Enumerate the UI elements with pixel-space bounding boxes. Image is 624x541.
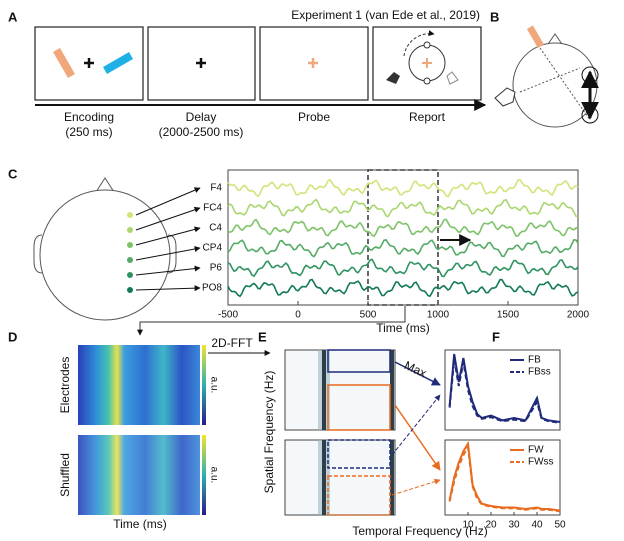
x-label: Time (ms) — [113, 517, 167, 531]
channel-label: CP4 — [203, 243, 223, 254]
spectrum-line — [448, 359, 561, 424]
electrode-arrow — [135, 226, 201, 246]
report-dial — [386, 30, 459, 85]
spectra — [284, 349, 441, 516]
plot-frame — [444, 349, 561, 431]
spectrum-line — [448, 353, 561, 423]
panel-letter: C — [8, 166, 18, 181]
electrode — [127, 227, 133, 233]
link-arrow — [137, 306, 406, 336]
eeg-trace — [227, 198, 579, 218]
electrode — [127, 257, 133, 263]
x-tick-label: 1500 — [497, 310, 520, 321]
electrode — [127, 212, 133, 218]
legend-label: FBss — [528, 367, 551, 378]
x-label: Temporal Frequency (Hz) — [352, 524, 487, 538]
legend-label: FB — [528, 355, 541, 366]
panel-letter: F — [492, 329, 500, 344]
channel-label: C4 — [209, 223, 222, 234]
stage-name: Report — [409, 110, 446, 124]
x-label: Time (ms) — [376, 321, 430, 335]
legend-label: FW — [528, 445, 544, 456]
electrode-arrow — [135, 206, 201, 231]
transform-label: 2D-FFT — [211, 336, 253, 350]
eeg-trace — [227, 218, 579, 238]
y-label: Spatial Frequency (Hz) — [262, 371, 276, 494]
electrode — [127, 242, 133, 248]
spectrum-line — [448, 444, 561, 513]
eeg-trace — [227, 178, 579, 198]
colorbar — [202, 435, 206, 515]
stage-detail: (2000-2500 ms) — [159, 125, 244, 139]
x-tick-label: 500 — [360, 310, 377, 321]
eeg-trace — [227, 258, 579, 278]
legend-label: FWss — [528, 457, 554, 468]
electrode-arrow — [135, 246, 201, 261]
channel-label: PO8 — [202, 283, 222, 294]
fixation — [196, 58, 206, 68]
heatmap — [78, 435, 200, 515]
eeg-trace — [227, 238, 579, 258]
electrode-arrow — [135, 265, 201, 276]
colorbar — [202, 345, 206, 425]
heatmap — [78, 345, 200, 425]
window — [367, 169, 439, 306]
channel-label: P6 — [210, 263, 223, 274]
plot-frame — [444, 439, 561, 516]
electrode — [127, 272, 133, 278]
stage-name: Probe — [298, 110, 330, 124]
orange-bar — [53, 48, 75, 78]
colorbar-label: a.u. — [208, 377, 219, 394]
electrode — [127, 287, 133, 293]
screens — [34, 26, 482, 101]
electrode-arrow — [135, 187, 201, 216]
panel-letter: B — [490, 9, 499, 24]
stage-name: Encoding — [64, 110, 114, 124]
plot-frame — [227, 169, 579, 306]
probe-cue — [308, 58, 318, 68]
x-tick-label: -500 — [218, 310, 238, 321]
head-b — [494, 25, 599, 128]
stage-detail: (250 ms) — [65, 125, 112, 139]
x-tick-label: 20 — [485, 520, 497, 531]
electrode-arrow — [135, 285, 201, 292]
x-tick-label: 0 — [295, 310, 301, 321]
panel-letter: A — [8, 9, 18, 24]
colorbar-label: a.u. — [208, 467, 219, 484]
x-tick-label: 2000 — [567, 310, 590, 321]
channel-label: FC4 — [203, 203, 222, 214]
panel-letter: E — [258, 329, 267, 344]
x-tick-label: 50 — [554, 520, 566, 531]
head-c — [33, 177, 177, 321]
channel-label: F4 — [210, 183, 222, 194]
panel-title: Experiment 1 (van Ede et al., 2019) — [291, 8, 480, 22]
panel-letter: D — [8, 329, 17, 344]
x-tick-label: 1000 — [427, 310, 450, 321]
blue-bar — [103, 52, 133, 74]
x-tick-label: 10 — [462, 520, 474, 531]
row-label: Electrodes — [58, 357, 72, 414]
fixation — [84, 58, 94, 68]
eeg-trace — [227, 278, 579, 298]
x-tick-label: 30 — [508, 520, 520, 531]
stage-name: Delay — [186, 110, 217, 124]
x-tick-label: 40 — [531, 520, 543, 531]
row-label: Shuffled — [58, 453, 72, 497]
